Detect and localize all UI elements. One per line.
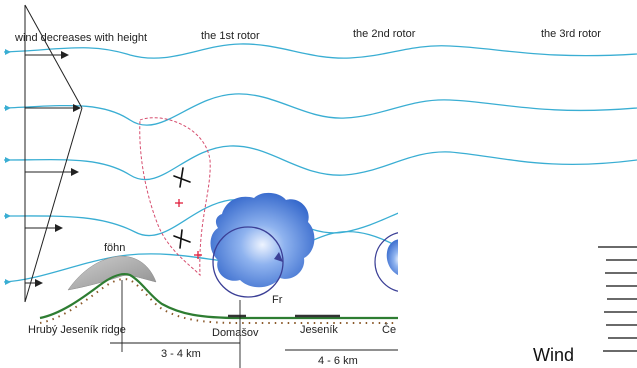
fohn-cap-cloud (67, 255, 157, 291)
profile-hypotenuse-lower (24, 107, 83, 303)
rotor-direction-arrow (274, 252, 283, 262)
arrowhead-icon (5, 279, 11, 285)
arrowhead-icon (5, 213, 11, 219)
inset-divider (428, 190, 637, 204)
wind-inset: Wind (398, 190, 637, 368)
rotor-1-label: the 1st rotor (201, 30, 260, 42)
ridge-label: Hrubý Jeseník ridge (28, 324, 126, 336)
glider-path (139, 117, 211, 277)
wind-note-label: wind decreases with height (14, 32, 147, 44)
rotor-cloud (210, 192, 315, 288)
town-partial-label: Če (382, 323, 396, 336)
glider-icon (173, 167, 191, 188)
distance-1-label: 3 - 4 km (161, 348, 201, 360)
distance-2-label: 4 - 6 km (318, 355, 358, 367)
streamline-5 (3, 230, 406, 283)
rotor-circle-label: Fr (272, 294, 283, 306)
plus-icon (175, 199, 183, 207)
streamline-2 (3, 93, 637, 126)
profile-hypotenuse (24, 4, 83, 109)
inset-wind-bars (598, 246, 637, 352)
fohn-label: föhn (104, 242, 125, 254)
rotor-3-label: the 3rd rotor (541, 28, 601, 40)
town-jesenik-label: Jeseník (300, 324, 338, 336)
inset-background (398, 200, 637, 368)
rotor-2-label: the 2nd rotor (353, 28, 416, 40)
distance-markers (110, 280, 400, 368)
streamline-1 (3, 43, 637, 59)
inflow-arrows (5, 49, 11, 285)
arrowhead-icon (5, 157, 11, 163)
wind-profile (24, 4, 83, 303)
terrain (39, 272, 400, 325)
plus-icon (194, 251, 202, 259)
inset-wind-label: Wind (533, 345, 574, 365)
streamline-3 (3, 145, 637, 181)
arrowhead-icon (5, 49, 11, 55)
ridge-line (39, 272, 400, 320)
ground-ticks (39, 278, 400, 325)
arrowhead-icon (5, 105, 11, 111)
town-domasov-label: Domašov (212, 327, 259, 339)
glider-icon (173, 229, 191, 249)
